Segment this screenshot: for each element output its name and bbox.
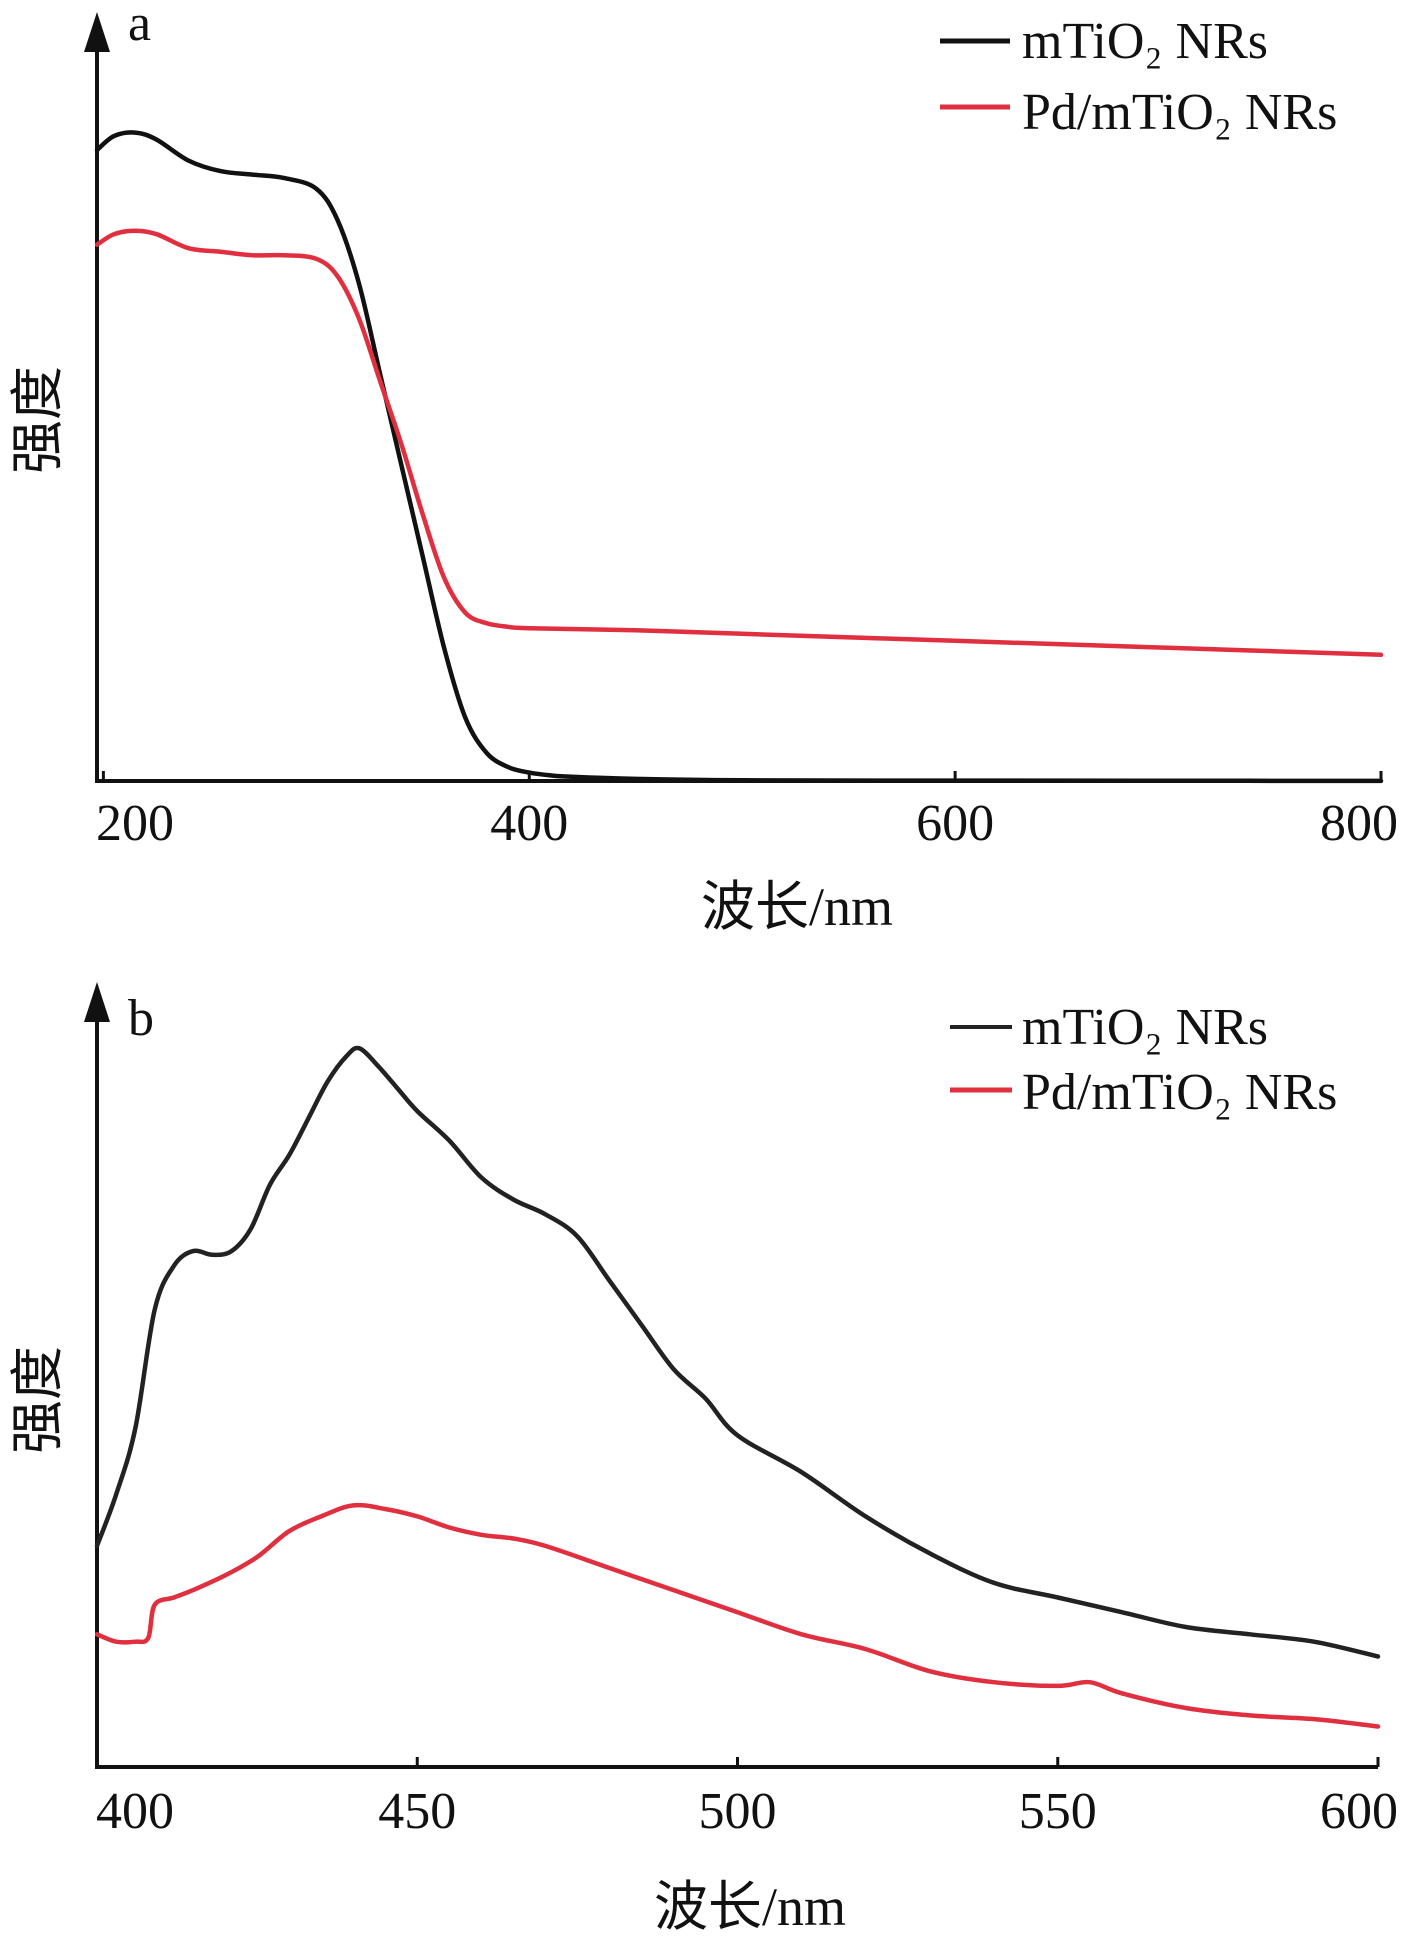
panel-b-x-tick-label-500: 500 bbox=[699, 1783, 777, 1840]
panel-a-chart: a 200 400 600 800 波长/nm 强度 mTiO₂ NRs Pd/mTi… bbox=[8, 0, 1398, 937]
panel-b-series-line-mtio2 bbox=[94, 1045, 1381, 1659]
panel-b-legend-label-pd-mtio2: Pd/mTiO₂ NRs bbox=[1022, 1064, 1337, 1121]
panel-b-legend: mTiO₂ NRs Pd/mTiO₂ NRs bbox=[950, 999, 1337, 1121]
panel-b-x-tick-label-600: 600 bbox=[1320, 1783, 1398, 1840]
panel-b-chart: b 400 450 500 550 600 波长/nm 强度 mTiO₂ NRs Pd/… bbox=[8, 982, 1398, 1937]
panel-a-y-axis-title: 强度 bbox=[8, 366, 68, 474]
panel-a-series-line-pd-mtio2 bbox=[94, 228, 1384, 658]
panel-a-series-line-mtio2 bbox=[94, 130, 1384, 784]
panel-a-x-tick-label-400: 400 bbox=[490, 795, 568, 852]
panel-a-legend-label-pd-mtio2: Pd/mTiO₂ NRs bbox=[1022, 84, 1337, 141]
panel-b-x-ticks: 400 450 500 550 600 bbox=[95, 1757, 1398, 1840]
panel-b-x-tick-label-450: 450 bbox=[378, 1783, 456, 1840]
panel-a-label: a bbox=[128, 0, 151, 52]
panel-a-x-axis-title: 波长/nm bbox=[701, 877, 893, 937]
panel-b-y-axis-title: 强度 bbox=[8, 1346, 68, 1454]
panel-a-legend-label-mtio2: mTiO₂ NRs bbox=[1022, 13, 1268, 70]
panel-a-x-tick-label-800: 800 bbox=[1320, 795, 1398, 852]
panel-a-y-axis-arrow bbox=[84, 12, 110, 52]
panel-b-label: b bbox=[128, 990, 154, 1047]
panel-a-x-tick-label-600: 600 bbox=[916, 795, 994, 852]
panel-a-legend: mTiO₂ NRs Pd/mTiO₂ NRs bbox=[940, 13, 1337, 141]
panel-b-x-tick-label-550: 550 bbox=[1019, 1783, 1097, 1840]
panel-b-x-axis-title: 波长/nm bbox=[654, 1877, 846, 1937]
panel-b-x-tick-label-400: 400 bbox=[96, 1783, 174, 1840]
panel-b-series-line-pd-mtio2 bbox=[94, 1502, 1381, 1729]
panel-a-series-group bbox=[94, 130, 1384, 784]
panel-b-series-group bbox=[94, 1045, 1381, 1729]
panel-a-x-ticks: 200 400 600 800 bbox=[96, 771, 1398, 852]
panel-b-legend-label-mtio2: mTiO₂ NRs bbox=[1022, 999, 1268, 1056]
panel-b-y-axis-arrow bbox=[84, 982, 110, 1022]
panel-a-x-tick-label-200: 200 bbox=[96, 795, 174, 852]
